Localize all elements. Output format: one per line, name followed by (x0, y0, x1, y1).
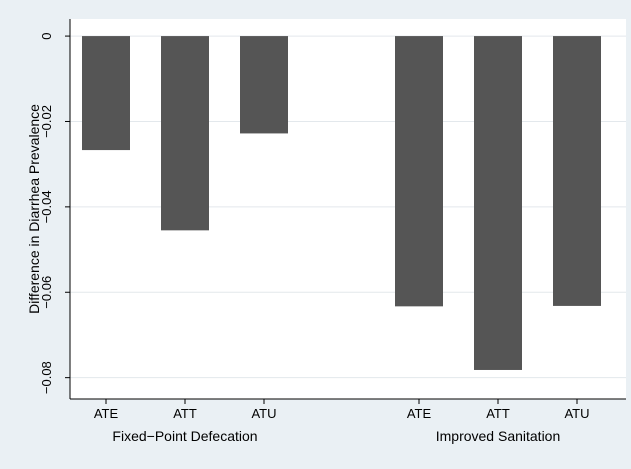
x-tick-label: ATU (564, 406, 589, 421)
bar (161, 36, 209, 231)
group-label: Improved Sanitation (436, 428, 561, 444)
y-tick-label: −0.06 (39, 276, 54, 309)
bar (553, 36, 601, 306)
x-tick-label: ATE (94, 406, 119, 421)
y-axis-title: Difference in Diarrhea Prevalence (26, 104, 42, 314)
y-tick-label: 0 (39, 32, 54, 39)
x-tick-label: ATT (173, 406, 197, 421)
y-tick-label: −0.02 (39, 105, 54, 138)
x-tick-label: ATU (251, 406, 276, 421)
bar (395, 36, 443, 307)
bar (240, 36, 288, 134)
y-tick-label: −0.08 (39, 361, 54, 394)
x-tick-label: ATE (407, 406, 432, 421)
bar (474, 36, 522, 370)
y-tick-label: −0.04 (39, 190, 54, 223)
group-label: Fixed−Point Defecation (112, 428, 257, 444)
x-tick-label: ATT (486, 406, 510, 421)
bar (82, 36, 130, 151)
plot-area (70, 19, 626, 399)
